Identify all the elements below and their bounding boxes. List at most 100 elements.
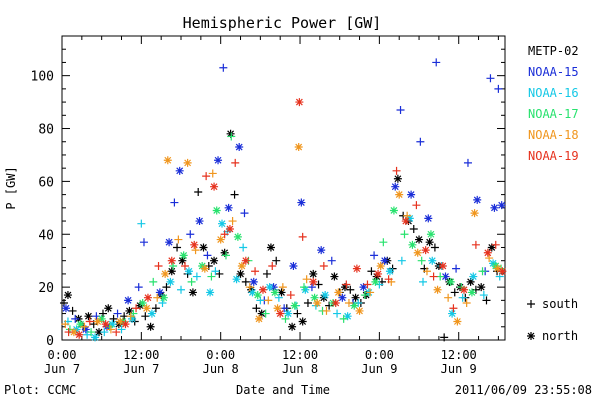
south-point (278, 283, 287, 292)
north-point (224, 203, 233, 212)
south-point (419, 277, 428, 286)
north-point (393, 174, 402, 183)
legend-item: NOAA-16 (528, 86, 579, 100)
north-point (259, 285, 268, 294)
south-point (192, 272, 201, 281)
south-point (177, 285, 186, 294)
north-point (426, 230, 435, 239)
north-point (350, 301, 359, 310)
north-point (63, 291, 72, 300)
south-point (392, 166, 401, 175)
north-point (310, 293, 319, 302)
north-point (161, 269, 170, 278)
south-point (462, 298, 471, 307)
north-point (288, 322, 297, 331)
south-point (112, 328, 121, 337)
north-point (490, 203, 499, 212)
north-point (159, 293, 168, 302)
south-point (220, 230, 229, 239)
south-point (153, 293, 162, 302)
north-point (391, 182, 400, 191)
marker-key: south north (527, 297, 578, 343)
north-point (371, 277, 380, 286)
south-point (319, 261, 328, 270)
north-point (352, 264, 361, 273)
south-point (80, 322, 89, 331)
south-point (117, 325, 126, 334)
south-point (366, 288, 375, 297)
south-point (327, 256, 336, 265)
north-point (290, 301, 299, 310)
north-point (498, 267, 507, 276)
south-point (299, 283, 308, 292)
south-point (485, 254, 494, 263)
south-point (245, 283, 254, 292)
south-point (409, 224, 418, 233)
north-point (114, 320, 123, 329)
north-point (69, 328, 78, 337)
north-point (372, 272, 381, 281)
south-point (149, 277, 158, 286)
north-point (284, 309, 293, 318)
series-noaa-19 (64, 98, 507, 339)
x-tick-time: 0:00 (206, 348, 235, 362)
north-point (330, 272, 339, 281)
north-point (289, 261, 298, 270)
north-point (309, 277, 318, 286)
south-point (432, 58, 441, 67)
x-tick-time: 0:00 (48, 348, 77, 362)
north-point (441, 272, 450, 281)
north-point (179, 251, 188, 260)
south-point (491, 240, 500, 249)
south-point (363, 280, 372, 289)
south-point (430, 243, 439, 252)
south-point (227, 132, 236, 141)
south-point (286, 291, 295, 300)
legend-item: NOAA-15 (528, 65, 579, 79)
south-point (132, 304, 141, 313)
north-point (210, 256, 219, 265)
north-point (331, 298, 340, 307)
north-point (237, 261, 246, 270)
x-tick-time: 12:00 (282, 348, 318, 362)
north-point (467, 288, 476, 297)
north-point (277, 288, 286, 297)
north-point (167, 267, 176, 276)
north-point (276, 309, 285, 318)
south-point (298, 232, 307, 241)
south-point (367, 267, 376, 276)
north-point (319, 293, 328, 302)
south-point (87, 328, 96, 337)
south-point (134, 283, 143, 292)
south-marker-icon (527, 300, 535, 308)
south-point (64, 328, 73, 337)
north-point (218, 219, 227, 228)
y-tick-label: 60 (38, 175, 54, 190)
north-point (395, 190, 404, 199)
north-point (116, 317, 125, 326)
south-point (203, 251, 212, 260)
south-point (211, 267, 220, 276)
north-point (338, 293, 347, 302)
north-point (166, 277, 175, 286)
south-point (422, 267, 431, 276)
south-point (264, 296, 273, 305)
axis-ticks (62, 36, 505, 340)
y-tick-label: 80 (38, 123, 54, 138)
north-point (212, 206, 221, 215)
north-point (340, 283, 349, 292)
south-point (482, 296, 491, 305)
south-point (293, 309, 302, 318)
north-point (470, 209, 479, 218)
y-tick-label: 20 (38, 281, 54, 296)
x-tick-date: Jun 7 (123, 362, 159, 376)
south-point (251, 267, 260, 276)
south-point (219, 63, 228, 72)
south-point (158, 298, 167, 307)
north-point (183, 158, 192, 167)
north-point (448, 309, 457, 318)
south-point (137, 219, 146, 228)
north-point (473, 195, 482, 204)
south-point (444, 293, 453, 302)
